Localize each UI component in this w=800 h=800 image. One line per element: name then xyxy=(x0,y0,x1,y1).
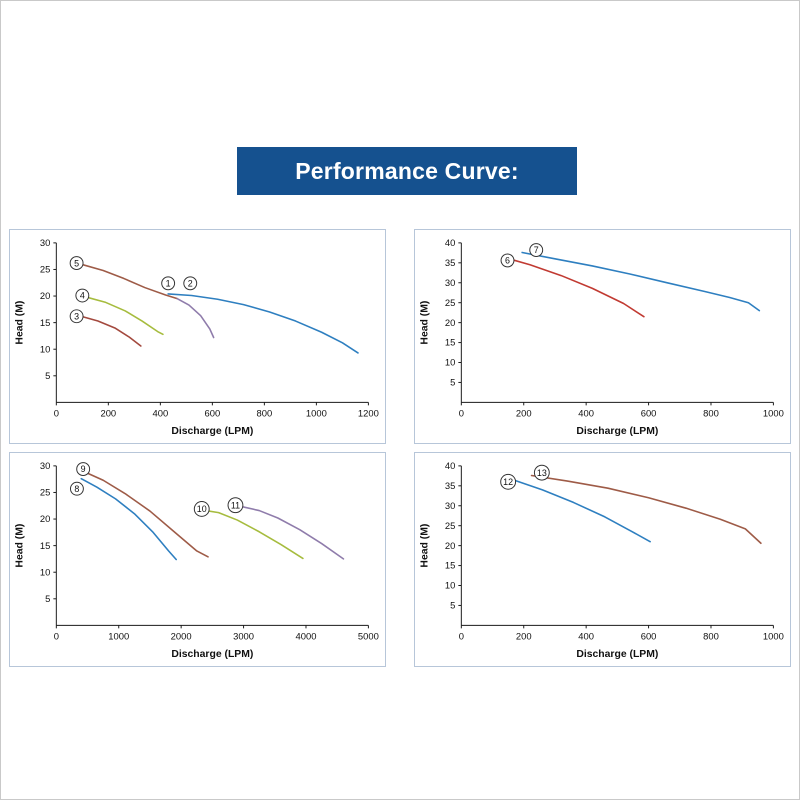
svg-text:5: 5 xyxy=(450,377,455,388)
chart-panel-bottom-left: 5 10 15 20 25 30 0 1000 2000 3000 4000 5000 Discharg… xyxy=(9,452,386,667)
svg-text:Head (M): Head (M) xyxy=(420,301,431,345)
svg-text:8: 8 xyxy=(74,484,79,494)
svg-text:30: 30 xyxy=(40,460,50,471)
svg-text:0: 0 xyxy=(459,407,464,418)
svg-text:2: 2 xyxy=(188,278,193,288)
svg-text:3: 3 xyxy=(74,311,79,321)
svg-text:Discharge (LPM): Discharge (LPM) xyxy=(171,426,253,437)
svg-text:7: 7 xyxy=(534,245,539,255)
svg-text:20: 20 xyxy=(445,317,455,328)
svg-text:35: 35 xyxy=(445,257,455,268)
svg-text:200: 200 xyxy=(516,407,532,418)
svg-text:40: 40 xyxy=(445,237,455,248)
svg-text:30: 30 xyxy=(445,500,455,511)
svg-text:15: 15 xyxy=(445,337,455,348)
chart-panel-top-right: 5 10 15 20 25 30 35 40 0 200 400 600 800 1000 Discharg… xyxy=(414,229,791,444)
svg-text:5: 5 xyxy=(450,600,455,611)
performance-chart-3: 5 10 15 20 25 30 0 1000 2000 3000 4000 5000 Discharg… xyxy=(15,460,379,660)
svg-text:Head (M): Head (M) xyxy=(15,301,26,345)
svg-text:Head (M): Head (M) xyxy=(15,524,26,568)
title-banner: Performance Curve: xyxy=(237,147,577,195)
svg-text:5: 5 xyxy=(45,370,50,381)
svg-text:Discharge (LPM): Discharge (LPM) xyxy=(171,649,253,660)
svg-text:6: 6 xyxy=(505,256,510,266)
svg-text:800: 800 xyxy=(257,407,273,418)
svg-text:5: 5 xyxy=(45,593,50,604)
svg-text:1000: 1000 xyxy=(108,630,129,641)
svg-text:20: 20 xyxy=(40,290,50,301)
svg-text:10: 10 xyxy=(40,566,50,577)
svg-text:800: 800 xyxy=(703,630,719,641)
svg-text:25: 25 xyxy=(445,520,455,531)
svg-text:200: 200 xyxy=(516,630,532,641)
svg-text:200: 200 xyxy=(100,407,116,418)
svg-text:600: 600 xyxy=(641,630,657,641)
svg-text:10: 10 xyxy=(445,357,455,368)
svg-text:400: 400 xyxy=(578,630,594,641)
svg-text:4000: 4000 xyxy=(296,630,317,641)
page-title: Performance Curve: xyxy=(295,157,519,184)
svg-text:600: 600 xyxy=(641,407,657,418)
svg-text:13: 13 xyxy=(537,468,547,478)
svg-text:20: 20 xyxy=(445,540,455,551)
chart-panel-top-left: 5 10 15 20 25 30 0 200 400 600 800 1000 1200 Discharg… xyxy=(9,229,386,444)
svg-text:4: 4 xyxy=(80,291,85,301)
svg-text:400: 400 xyxy=(152,407,168,418)
chart-panel-bottom-right: 5 10 15 20 25 30 35 40 0 200 400 600 800 1000 Discharg… xyxy=(414,452,791,667)
svg-text:5000: 5000 xyxy=(358,630,379,641)
svg-text:15: 15 xyxy=(445,560,455,571)
svg-text:35: 35 xyxy=(445,480,455,491)
svg-text:Head (M): Head (M) xyxy=(420,524,431,568)
svg-text:5: 5 xyxy=(74,258,79,268)
svg-text:1000: 1000 xyxy=(306,407,327,418)
svg-text:1000: 1000 xyxy=(763,630,784,641)
svg-text:Discharge (LPM): Discharge (LPM) xyxy=(576,649,658,660)
svg-text:3000: 3000 xyxy=(233,630,254,641)
svg-text:20: 20 xyxy=(40,513,50,524)
svg-text:10: 10 xyxy=(197,504,207,514)
svg-text:1: 1 xyxy=(166,278,171,288)
svg-text:11: 11 xyxy=(231,500,240,510)
svg-text:2000: 2000 xyxy=(171,630,192,641)
svg-text:25: 25 xyxy=(40,264,50,275)
svg-text:0: 0 xyxy=(54,630,59,641)
svg-text:600: 600 xyxy=(205,407,221,418)
svg-text:0: 0 xyxy=(459,630,464,641)
svg-text:1000: 1000 xyxy=(763,407,784,418)
svg-text:400: 400 xyxy=(578,407,594,418)
svg-text:30: 30 xyxy=(445,277,455,288)
svg-text:9: 9 xyxy=(81,464,86,474)
svg-text:25: 25 xyxy=(40,487,50,498)
svg-text:0: 0 xyxy=(54,407,59,418)
svg-text:15: 15 xyxy=(40,540,50,551)
svg-text:30: 30 xyxy=(40,237,50,248)
svg-text:10: 10 xyxy=(445,580,455,591)
svg-text:10: 10 xyxy=(40,343,50,354)
svg-text:40: 40 xyxy=(445,460,455,471)
svg-text:15: 15 xyxy=(40,317,50,328)
svg-text:25: 25 xyxy=(445,297,455,308)
svg-text:800: 800 xyxy=(703,407,719,418)
svg-text:12: 12 xyxy=(503,477,513,487)
svg-text:Discharge (LPM): Discharge (LPM) xyxy=(576,426,658,437)
svg-text:1200: 1200 xyxy=(358,407,379,418)
